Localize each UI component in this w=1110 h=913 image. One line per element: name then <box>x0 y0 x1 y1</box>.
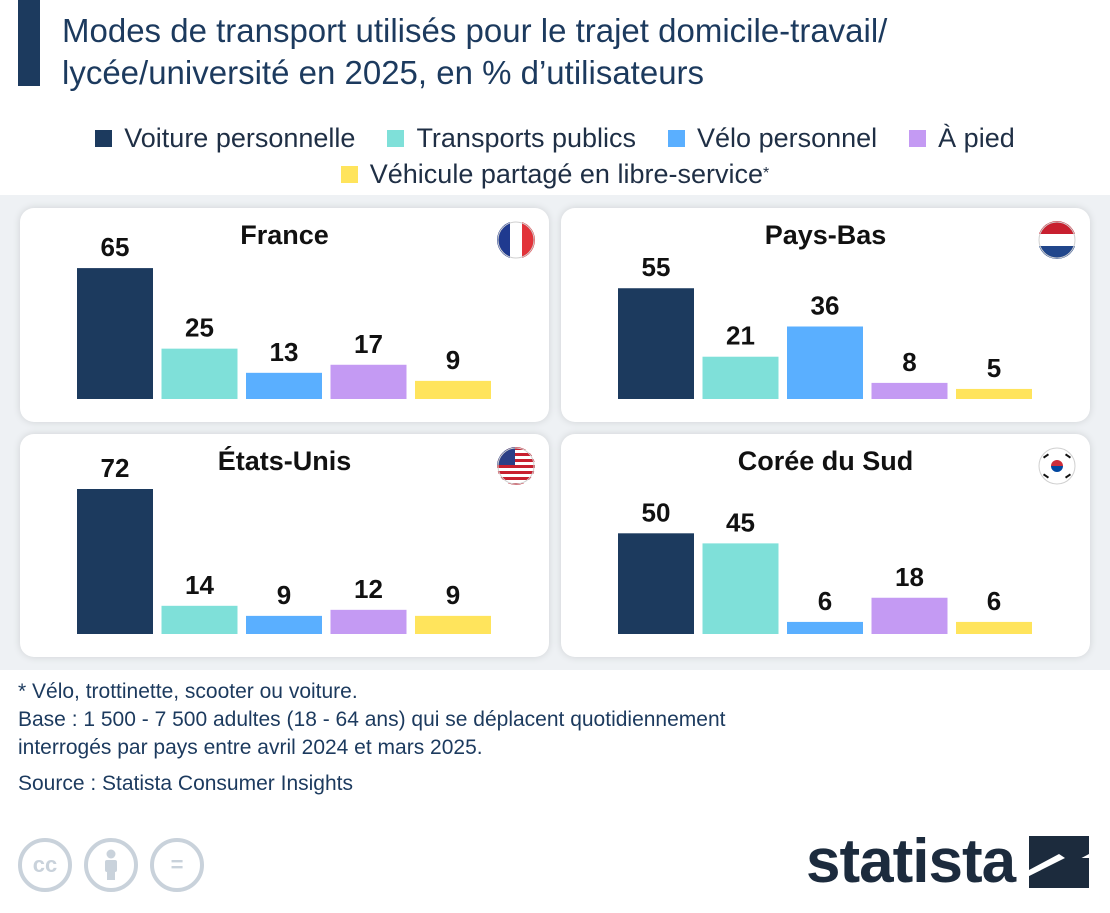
by-icon[interactable] <box>84 838 138 892</box>
footnote: * Vélo, trottinette, scooter ou voiture. <box>18 680 358 703</box>
bar-transit <box>161 605 238 634</box>
base-line-1: Base : 1 500 - 7 500 adultes (18 - 64 an… <box>18 708 726 731</box>
legend-item-car: Voiture personnelle <box>95 123 355 154</box>
bar-walk <box>871 597 948 634</box>
bar-car <box>77 268 153 399</box>
data-label-bike: 36 <box>811 291 840 321</box>
panel-france: France 65 25 13 17 9 <box>20 208 549 422</box>
panel-pays-bas: Pays-Bas 55 21 36 8 5 <box>561 208 1090 422</box>
data-label-walk: 12 <box>354 574 383 604</box>
panel-coree-du-sud: Corée du Sud 50 45 6 18 6 <box>561 434 1090 657</box>
bar-transit <box>702 356 779 399</box>
data-label-transit: 14 <box>185 570 214 600</box>
legend-label-shared: Véhicule partagé en libre-service <box>369 158 763 189</box>
south-korea-flag-icon <box>1038 447 1076 485</box>
chart-france: 65 25 13 17 9 <box>77 232 491 399</box>
source-line: Source : Statista Consumer Insights <box>18 772 353 795</box>
bar-bike <box>787 621 863 634</box>
data-label-walk: 17 <box>354 329 383 359</box>
data-label-car: 65 <box>101 232 130 262</box>
data-label-transit: 45 <box>726 507 755 537</box>
legend-swatch-car <box>95 129 113 147</box>
bar-car <box>77 489 153 634</box>
legend-item-walk: À pied <box>909 123 1015 154</box>
license-icons: cc = <box>18 838 216 892</box>
panel-title-pays-bas: Pays-Bas <box>764 220 887 250</box>
statista-logo-icon <box>1029 835 1090 888</box>
cc-icon[interactable]: cc <box>18 838 72 892</box>
legend-swatch-bike <box>668 129 686 147</box>
bar-bike <box>787 326 863 399</box>
chart-etats-unis: 72 14 9 12 9 <box>77 453 491 634</box>
data-label-bike: 6 <box>818 586 832 616</box>
data-label-shared: 5 <box>987 353 1001 383</box>
legend-swatch-transit <box>387 129 405 147</box>
panel-title-etats-unis: États-Unis <box>217 446 352 476</box>
france-flag-icon <box>497 221 535 259</box>
title-line-2: lycée/université en 2025, en % d’utilisa… <box>62 54 705 91</box>
data-label-shared: 9 <box>446 580 460 610</box>
data-label-car: 55 <box>642 252 671 282</box>
nd-icon[interactable]: = <box>150 838 204 892</box>
legend-label-car: Voiture personnelle <box>124 122 356 153</box>
data-label-bike: 9 <box>277 580 291 610</box>
title-line-1: Modes de transport utilisés pour le traj… <box>62 12 888 49</box>
legend-label-bike: Vélo personnel <box>697 122 878 153</box>
statista-wordmark: statista <box>806 827 1016 896</box>
data-label-car: 72 <box>101 453 130 483</box>
legend-row-1: Voiture personnelle Transports publics V… <box>0 120 1110 156</box>
legend-label-transit: Transports publics <box>416 122 637 153</box>
bar-walk <box>330 364 407 399</box>
bar-bike <box>246 615 322 634</box>
data-label-transit: 25 <box>185 313 214 343</box>
legend-item-bike: Vélo personnel <box>668 123 877 154</box>
panel-etats-unis: États-Unis 72 14 9 12 9 <box>20 434 549 657</box>
netherlands-flag-icon <box>1038 221 1076 259</box>
base-line-2: interrogés par pays entre avril 2024 et … <box>18 736 483 759</box>
data-label-walk: 18 <box>895 562 924 592</box>
data-label-transit: 21 <box>726 321 755 351</box>
legend-row-2: Véhicule partagé en libre-service * <box>0 156 1110 192</box>
chart-pays-bas: 55 21 36 8 5 <box>618 252 1032 399</box>
chart-title: Modes de transport utilisés pour le traj… <box>62 10 1092 94</box>
bar-walk <box>871 382 948 399</box>
panel-title-coree-du-sud: Corée du Sud <box>737 446 914 476</box>
data-label-shared: 6 <box>987 586 1001 616</box>
legend-swatch-walk <box>909 129 927 147</box>
title-accent-bar <box>18 0 40 86</box>
bar-shared <box>415 615 491 634</box>
bar-bike <box>246 372 322 399</box>
legend-item-transit: Transports publics <box>387 123 636 154</box>
bar-shared <box>956 388 1032 399</box>
bar-shared <box>956 621 1032 634</box>
data-label-shared: 9 <box>446 345 460 375</box>
bar-car <box>618 533 694 634</box>
panel-title-france: France <box>240 220 329 250</box>
data-label-car: 50 <box>642 497 671 527</box>
bar-shared <box>415 380 491 399</box>
data-label-bike: 13 <box>270 337 299 367</box>
statista-logo[interactable]: statista <box>806 826 1090 897</box>
legend-label-walk: À pied <box>938 122 1015 153</box>
legend-shared-footnote-mark: * <box>762 165 770 182</box>
bar-transit <box>161 348 238 399</box>
legend-item-shared: Véhicule partagé en libre-service * <box>340 158 770 190</box>
data-label-walk: 8 <box>902 347 916 377</box>
chart-coree-du-sud: 50 45 6 18 6 <box>618 497 1032 634</box>
bar-transit <box>702 543 779 634</box>
legend: Voiture personnelle Transports publics V… <box>0 120 1110 192</box>
footer-notes: * Vélo, trottinette, scooter ou voiture.… <box>18 678 725 798</box>
bar-walk <box>330 609 407 634</box>
bar-car <box>618 288 694 399</box>
legend-swatch-shared <box>340 165 358 183</box>
